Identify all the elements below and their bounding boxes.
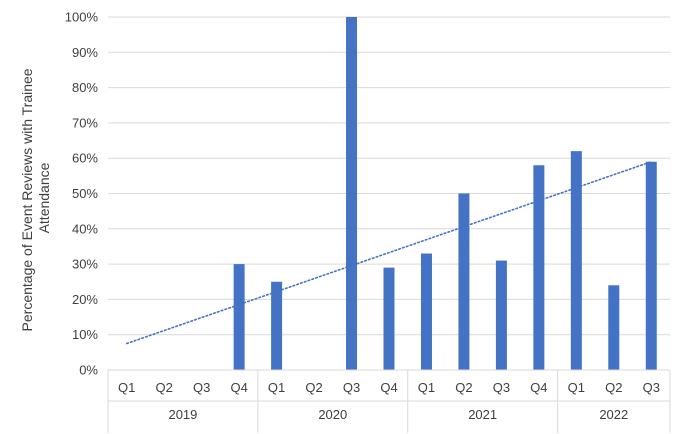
x-tick-label: Q1 [418,380,435,395]
y-tick-label: 30% [72,257,98,272]
bar [233,264,245,370]
trendline [125,160,653,345]
x-tick-label: Q2 [305,380,322,395]
x-tick-label: Q2 [605,380,622,395]
x-tick-label: Q3 [193,380,210,395]
x-tick-label: Q2 [156,380,173,395]
x-tick-label: Q2 [455,380,472,395]
bar [570,151,582,370]
y-axis-title: Percentage of Event Reviews with Trainee… [19,65,52,332]
bar [495,260,507,370]
y-axis-title-line-2: Attendance [36,162,52,233]
bar [533,165,545,370]
bar [645,161,657,370]
axes: 0% 10% 20% 30% 40% 50% 60% 70% 80% 90% 100% Q1 Q2 Q3 Q… [65,10,671,433]
y-tick-label: 90% [72,45,98,60]
y-tick-label: 100% [65,10,99,25]
bar [383,267,395,370]
bar [608,285,620,370]
y-tick-label: 40% [72,221,98,236]
bar [271,281,283,370]
bar [420,253,432,370]
x-group-label: 2022 [599,407,628,422]
x-tick-label: Q3 [343,380,360,395]
y-tick-label: 60% [72,151,98,166]
y-tick-label: 10% [72,327,98,342]
y-tick-label: 80% [72,80,98,95]
y-tick-label: 50% [72,186,98,201]
x-group-label: 2020 [318,407,347,422]
bars [233,17,657,370]
x-tick-label: Q4 [380,380,397,395]
y-tick-label: 70% [72,115,98,130]
x-group-label: 2019 [168,407,197,422]
gridlines [108,16,670,336]
x-tick-label: Q4 [230,380,247,395]
bar [346,17,358,370]
y-tick-label: 20% [72,292,98,307]
x-tick-label: Q3 [493,380,510,395]
x-tick-label: Q3 [643,380,660,395]
trendline-layer [125,160,653,345]
y-tick-label: 0% [79,363,98,378]
y-axis-title-line-1: Percentage of Event Reviews with Trainee [19,68,35,331]
x-tick-label: Q1 [268,380,285,395]
x-tick-label: Q1 [118,380,135,395]
x-tick-label: Q1 [568,380,585,395]
bar [458,193,470,370]
x-tick-label: Q4 [530,380,547,395]
x-group-label: 2021 [468,407,497,422]
